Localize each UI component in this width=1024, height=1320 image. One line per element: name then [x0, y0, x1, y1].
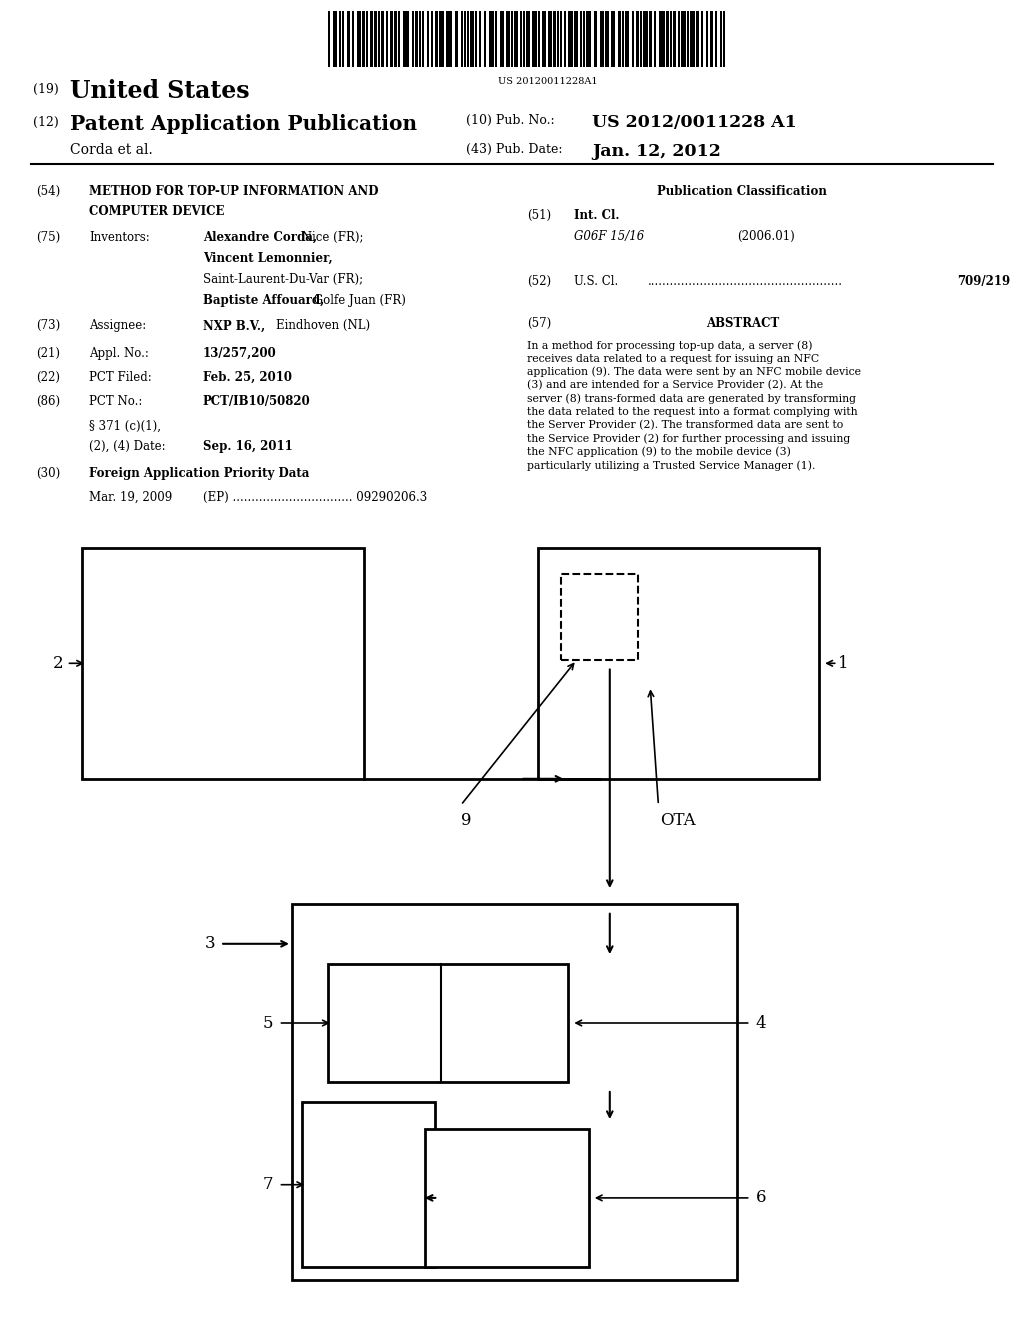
Text: ABSTRACT: ABSTRACT [706, 317, 779, 330]
Bar [328, 964, 568, 1082]
Bar [419, 11, 421, 67]
Bar [378, 11, 380, 67]
Text: PCT Filed:: PCT Filed: [89, 371, 152, 384]
Bar [625, 11, 629, 67]
Text: (75): (75) [36, 231, 60, 244]
Bar [561, 574, 638, 660]
Text: (22): (22) [36, 371, 59, 384]
Text: 1: 1 [838, 655, 848, 672]
Bar [431, 11, 433, 67]
Bar [542, 11, 546, 67]
Bar [611, 11, 615, 67]
Text: In a method for processing top-up data, a server (8)
receives data related to a : In a method for processing top-up data, … [527, 341, 861, 471]
Bar [412, 11, 414, 67]
Bar [374, 11, 377, 67]
Text: NXP B.V.,: NXP B.V., [203, 319, 265, 333]
Text: (43) Pub. Date:: (43) Pub. Date: [466, 143, 562, 156]
Bar [586, 11, 591, 67]
Bar [553, 11, 556, 67]
Text: Patent Application Publication: Patent Application Publication [70, 114, 417, 133]
Bar [439, 11, 444, 67]
Bar [532, 11, 537, 67]
Text: Baptiste Affouard,: Baptiste Affouard, [203, 294, 324, 308]
Text: PCT No.:: PCT No.: [89, 395, 142, 408]
Text: (51): (51) [527, 209, 552, 222]
Text: Eindhoven (NL): Eindhoven (NL) [276, 319, 371, 333]
Bar [464, 11, 466, 67]
Bar [484, 11, 486, 67]
Text: 13/257,200: 13/257,200 [203, 347, 276, 360]
Text: 5: 5 [263, 1015, 273, 1031]
Bar [500, 11, 504, 67]
Bar [520, 11, 522, 67]
Bar [475, 11, 477, 67]
Text: (52): (52) [527, 275, 552, 288]
Bar [594, 11, 597, 67]
Text: Mar. 19, 2009: Mar. 19, 2009 [89, 491, 172, 504]
Bar [643, 11, 648, 67]
Bar [427, 11, 429, 67]
Bar [673, 11, 676, 67]
Text: (86): (86) [36, 395, 60, 408]
Bar [352, 11, 354, 67]
Text: U.S. Cl.: U.S. Cl. [574, 275, 618, 288]
Bar [370, 11, 373, 67]
Text: Corda et al.: Corda et al. [70, 143, 153, 157]
Text: United States: United States [70, 79, 249, 103]
Bar [455, 11, 458, 67]
Text: Jan. 12, 2012: Jan. 12, 2012 [592, 143, 721, 160]
Text: Inventors:: Inventors: [89, 231, 150, 244]
Bar [381, 11, 384, 67]
Bar [701, 11, 703, 67]
Text: (54): (54) [36, 185, 60, 198]
Bar [687, 11, 689, 67]
Text: (73): (73) [36, 319, 60, 333]
Bar [425, 1129, 589, 1267]
Text: Assignee:: Assignee: [89, 319, 146, 333]
Text: PCT/IB10/50820: PCT/IB10/50820 [203, 395, 310, 408]
Text: Publication Classification: Publication Classification [657, 185, 827, 198]
Text: Saint-Laurent-Du-Var (FR);: Saint-Laurent-Du-Var (FR); [203, 273, 362, 286]
Text: Appl. No.:: Appl. No.: [89, 347, 148, 360]
Bar [640, 11, 642, 67]
Bar [82, 548, 364, 779]
Bar [347, 11, 350, 67]
Bar [467, 11, 469, 67]
Bar [715, 11, 717, 67]
Bar [720, 11, 722, 67]
Bar [696, 11, 699, 67]
Bar [560, 11, 562, 67]
Text: 9: 9 [461, 812, 471, 829]
Text: Int. Cl.: Int. Cl. [574, 209, 620, 222]
Bar [339, 11, 341, 67]
Bar [398, 11, 400, 67]
Text: G06F 15/16: G06F 15/16 [574, 230, 645, 243]
Bar [538, 548, 819, 779]
Bar [495, 11, 497, 67]
Bar [636, 11, 639, 67]
Bar [723, 11, 725, 67]
Text: Golfe Juan (FR): Golfe Juan (FR) [309, 294, 406, 308]
Text: Alexandre Corda,: Alexandre Corda, [203, 231, 316, 244]
Text: (19): (19) [33, 83, 58, 96]
Text: 6: 6 [756, 1189, 766, 1206]
Bar [649, 11, 652, 67]
Bar [470, 11, 474, 67]
Bar [681, 11, 686, 67]
Bar [422, 11, 424, 67]
Bar [583, 11, 585, 67]
Text: (21): (21) [36, 347, 59, 360]
Bar [666, 11, 669, 67]
Bar [670, 11, 672, 67]
Bar [580, 11, 582, 67]
Text: § 371 (c)(1),: § 371 (c)(1), [89, 420, 161, 433]
Text: Nice (FR);: Nice (FR); [298, 231, 364, 244]
Bar [506, 11, 510, 67]
Bar [526, 11, 530, 67]
Text: 709/219: 709/219 [957, 275, 1011, 288]
Bar [690, 11, 695, 67]
Text: OTA: OTA [660, 812, 696, 829]
Bar [523, 11, 525, 67]
Bar [618, 11, 621, 67]
Bar [678, 11, 680, 67]
